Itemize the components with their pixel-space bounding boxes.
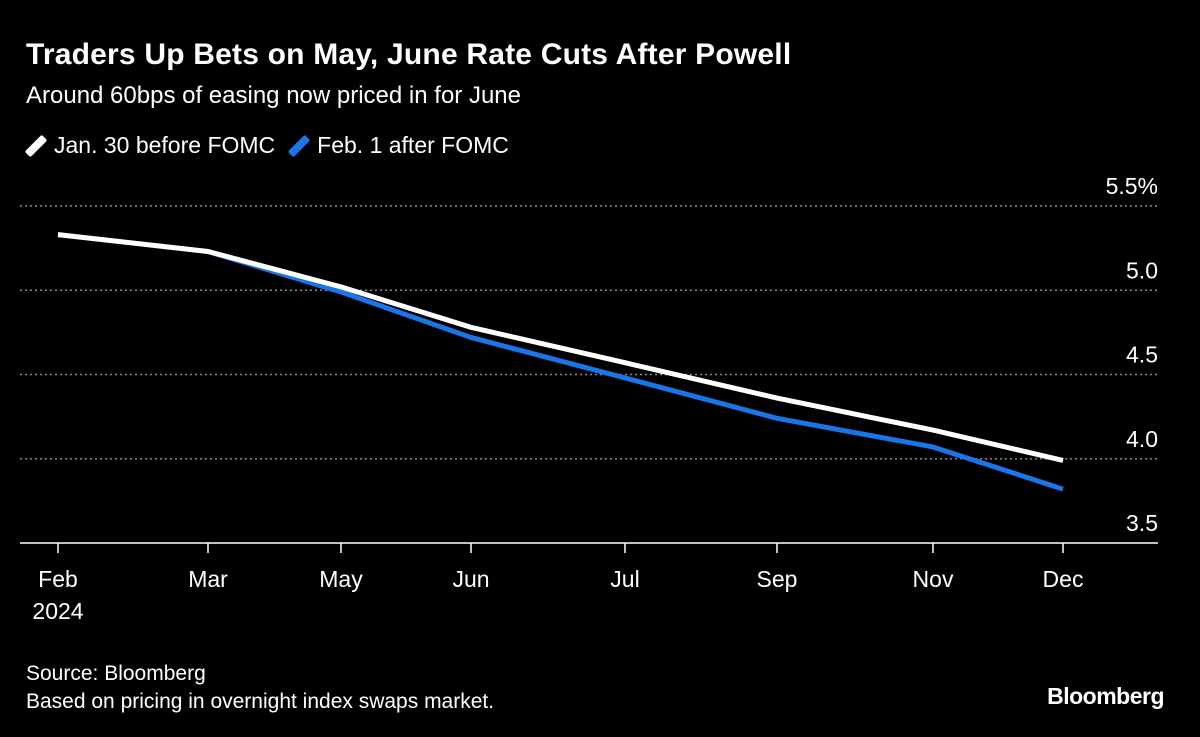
- y-tick-label: 4.0: [1126, 426, 1158, 452]
- x-tick-label: Nov: [913, 566, 954, 592]
- y-tick-label: 5.5%: [1106, 173, 1158, 199]
- series-line-jan30: [57, 232, 1064, 463]
- legend-item-feb1: Feb. 1 after FOMC: [287, 132, 509, 159]
- x-year-label: 2024: [32, 598, 83, 624]
- y-tick-label: 5.0: [1126, 257, 1158, 283]
- x-tick-label: May: [319, 566, 363, 592]
- x-tick-label: Mar: [188, 566, 228, 592]
- y-tick-label: 3.5: [1126, 510, 1158, 536]
- legend: Jan. 30 before FOMC Feb. 1 after FOMC: [24, 132, 523, 159]
- chart-subtitle: Around 60bps of easing now priced in for…: [26, 82, 521, 109]
- x-tick-label: Jul: [610, 566, 639, 592]
- bloomberg-logo: Bloomberg: [1047, 683, 1164, 709]
- x-tick-label: Dec: [1043, 566, 1084, 592]
- legend-item-jan30: Jan. 30 before FOMC: [24, 132, 276, 159]
- source-text: Source: Bloomberg: [26, 662, 206, 685]
- x-tick-label: Sep: [757, 566, 798, 592]
- legend-label: Feb. 1 after FOMC: [317, 132, 509, 158]
- chart-title: Traders Up Bets on May, June Rate Cuts A…: [26, 38, 792, 71]
- footer-notes: Source: Bloomberg Based on pricing in ov…: [26, 660, 494, 716]
- y-tick-label: 4.5: [1126, 342, 1158, 368]
- legend-label: Jan. 30 before FOMC: [54, 132, 276, 158]
- series-line-feb1: [57, 232, 1064, 492]
- x-tick-label: Jun: [452, 566, 489, 592]
- note-text: Based on pricing in overnight index swap…: [26, 690, 495, 713]
- x-tick-label: Feb: [38, 566, 78, 592]
